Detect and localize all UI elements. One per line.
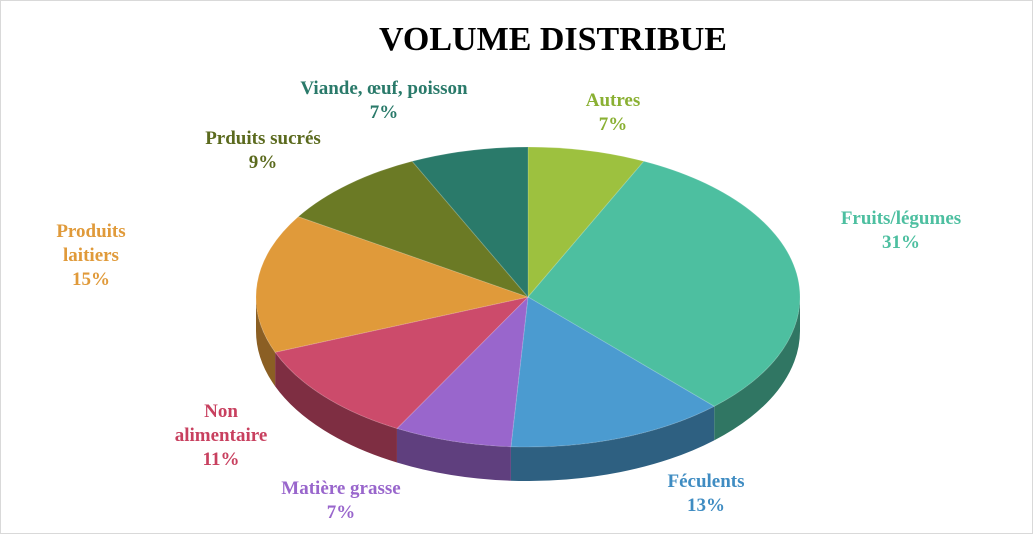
data-label: Fruits/légumes 31% [801, 207, 1001, 255]
value-label: 13% [687, 495, 725, 516]
category-label: Féculents [667, 471, 745, 492]
value-label: 7% [598, 114, 628, 135]
data-label: Non alimentaire 11% [156, 400, 286, 472]
data-label: Produits laitiers 15% [36, 220, 146, 292]
value-label: 9% [248, 152, 278, 173]
value-label: 7% [326, 502, 356, 523]
slice [396, 295, 529, 448]
slice-side [396, 428, 511, 481]
slice-side [510, 406, 715, 481]
category-label: Produits laitiers [56, 221, 126, 266]
slice [527, 146, 645, 299]
slice [510, 296, 716, 448]
slice-side [256, 297, 276, 387]
value-label: 31% [882, 232, 920, 253]
chart-title: VOLUME DISTRIBUE [379, 21, 727, 58]
value-label: 7% [369, 102, 399, 123]
data-label: Prduits sucrés 9% [163, 127, 363, 175]
data-label: Matière grasse 7% [216, 477, 466, 525]
data-label: Féculents 13% [606, 470, 806, 518]
category-label: Non alimentaire [174, 401, 268, 446]
category-label: Prduits sucrés [205, 128, 321, 149]
data-label: Viande, œuf, poisson 7% [299, 77, 469, 125]
category-label: Fruits/légumes [840, 208, 962, 229]
value-label: 15% [72, 269, 110, 290]
category-label: Viande, œuf, poisson [300, 78, 468, 99]
slice [255, 216, 530, 353]
data-label: Autres 7% [513, 89, 713, 137]
value-label: 11% [202, 449, 240, 470]
slice-side [714, 297, 801, 441]
category-label: Autres [585, 90, 641, 111]
slice [527, 160, 801, 407]
slice [274, 296, 530, 430]
category-label: Matière grasse [281, 478, 401, 499]
slice [297, 160, 530, 299]
slice-side [275, 352, 397, 463]
slice [411, 146, 529, 299]
